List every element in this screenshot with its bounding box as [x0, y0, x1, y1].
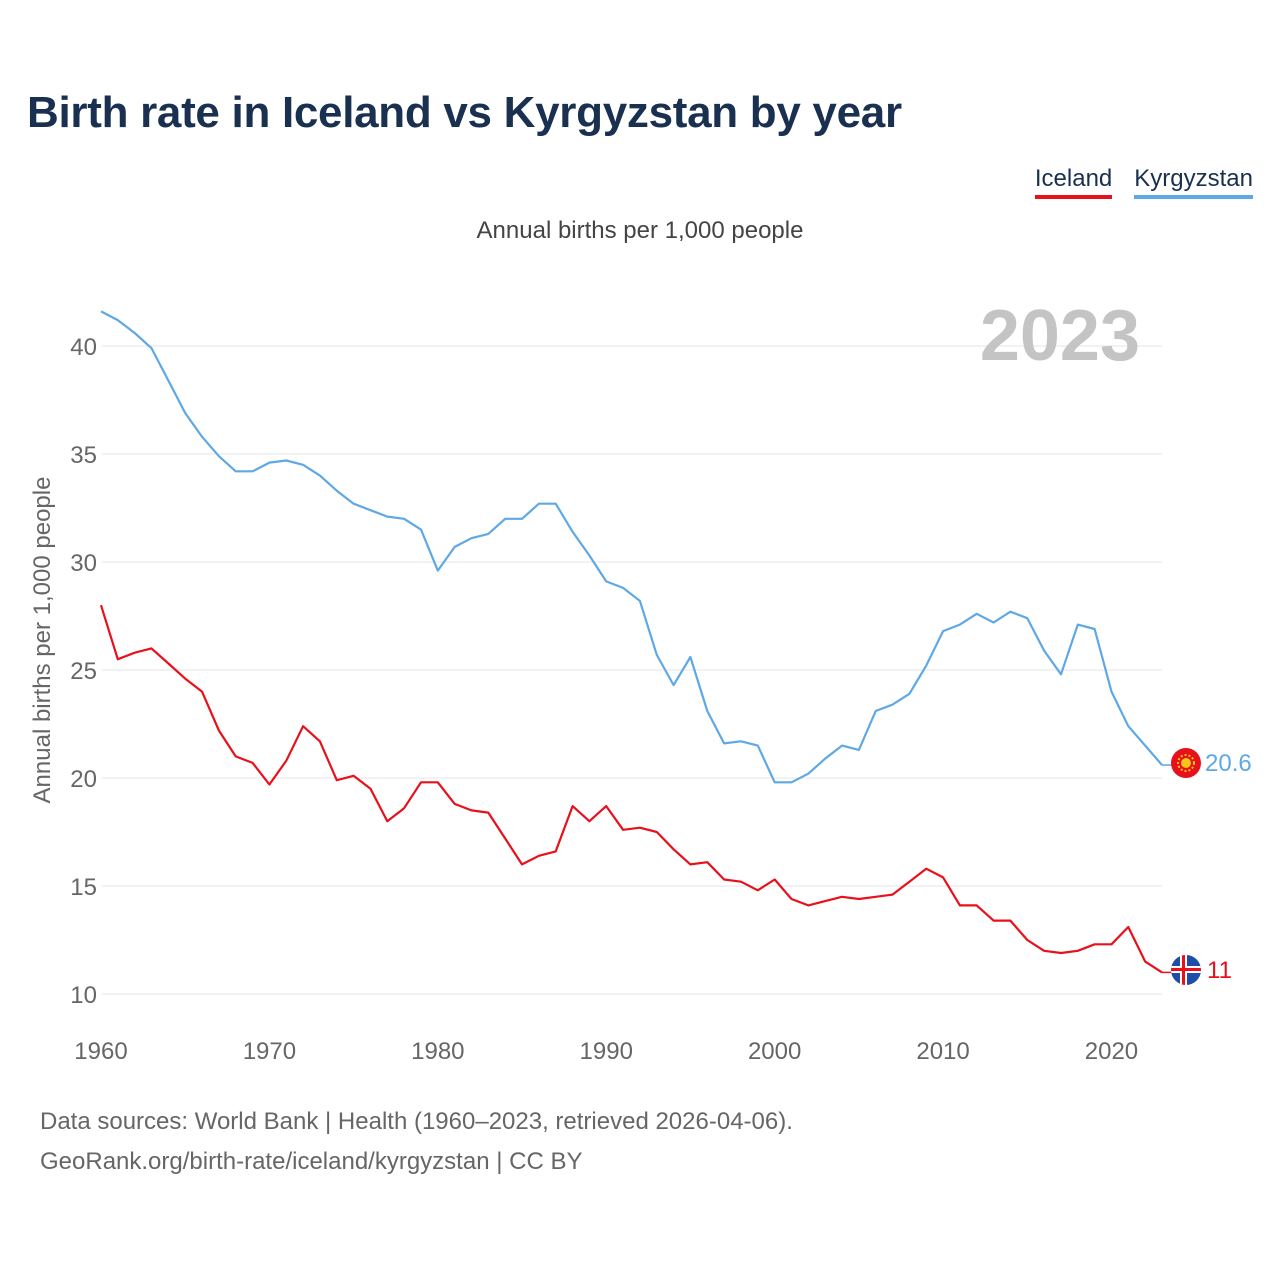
legend-item-kyrgyzstan[interactable]: Kyrgyzstan — [1134, 165, 1253, 199]
credit-link[interactable]: GeoRank.org/birth-rate/iceland/kyrgyzsta… — [40, 1148, 583, 1175]
series-line-kyrgyzstan[interactable] — [100, 310, 1163, 784]
end-label-iceland: 11 — [1207, 957, 1232, 984]
x-tick-label: 1960 — [74, 1038, 127, 1065]
chart-title: Birth rate in Iceland vs Kyrgyzstan by y… — [27, 88, 902, 137]
legend-item-iceland[interactable]: Iceland — [1034, 165, 1113, 199]
y-tick-label: 40 — [70, 334, 97, 361]
y-axis-label: Annual births per 1,000 people — [29, 477, 56, 804]
legend: Iceland Kyrgyzstan — [1034, 165, 1253, 199]
x-tick-label: 1980 — [411, 1038, 464, 1065]
y-tick-label: 20 — [70, 766, 97, 793]
iceland-flag-icon — [1171, 955, 1201, 985]
y-tick-label: 30 — [70, 550, 97, 577]
y-tick-label: 25 — [70, 658, 97, 685]
x-tick-label: 2000 — [748, 1038, 801, 1065]
chart-subtitle: Annual births per 1,000 people — [476, 217, 804, 244]
data-source-note: Data sources: World Bank | Health (1960–… — [40, 1108, 793, 1135]
kyrgyzstan-flag-icon — [1171, 748, 1201, 778]
x-tick-label: 1970 — [243, 1038, 296, 1065]
series — [99, 310, 1172, 974]
y-axis-ticks: 10 15 20 25 30 35 40 — [70, 334, 97, 1009]
series-line-iceland[interactable] — [99, 604, 1163, 974]
end-label-kyrgyzstan: 20.6 — [1205, 750, 1252, 777]
x-tick-label: 1990 — [580, 1038, 633, 1065]
gridlines — [101, 345, 1162, 995]
y-tick-label: 15 — [70, 874, 97, 901]
y-tick-label: 35 — [70, 442, 97, 469]
x-tick-label: 2020 — [1085, 1038, 1138, 1065]
end-markers — [1171, 748, 1201, 985]
year-label: 2023 — [980, 296, 1140, 376]
line-chart: 2023 Annual births per 1,000 people 10 15… — [29, 296, 1252, 1065]
y-tick-label: 10 — [70, 982, 97, 1009]
x-tick-label: 2010 — [916, 1038, 969, 1065]
x-axis-ticks: 1960 1970 1980 1990 2000 2010 2020 — [74, 1038, 1138, 1065]
